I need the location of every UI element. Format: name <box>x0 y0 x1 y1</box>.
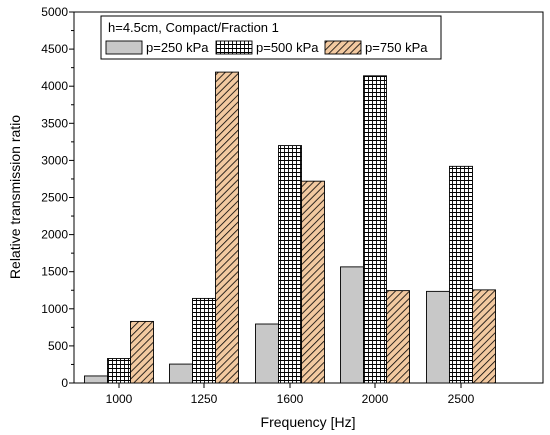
bar-p-750-kpa-1600 <box>301 180 325 384</box>
legend-title: h=4.5cm, Compact/Fraction 1 <box>108 20 279 35</box>
y-tick-label: 3500 <box>41 116 68 130</box>
bar-p-250-kpa-1250 <box>169 363 193 384</box>
bar-p-750-kpa-1000 <box>130 320 154 384</box>
x-tick-label: 2000 <box>362 392 389 406</box>
legend-items: p=250 kPa p=500 kPa p=750 kPa <box>105 40 428 55</box>
y-tick-label: 1500 <box>41 265 68 279</box>
bar-p-750-kpa-1250 <box>215 71 239 384</box>
legend-label: p=500 kPa <box>256 40 319 55</box>
legend-swatch-p-500-kpa <box>215 40 253 55</box>
x-axis-title: Frequency [Hz] <box>261 414 356 430</box>
legend-box <box>100 15 442 60</box>
bar-p-750-kpa-2000 <box>386 290 410 384</box>
legend: h=4.5cm, Compact/Fraction 1 p=250 kPa p=5… <box>100 15 442 60</box>
bar-p-750-kpa-2500 <box>472 289 496 384</box>
y-tick-label: 5000 <box>41 5 68 19</box>
legend-swatch-p-750-kpa <box>324 40 362 55</box>
x-tick-label: 1250 <box>191 392 218 406</box>
y-tick-label: 500 <box>48 339 68 353</box>
y-tick-label: 0 <box>61 376 68 390</box>
x-tick-label: 2500 <box>448 392 475 406</box>
y-tick-label: 1000 <box>41 302 68 316</box>
bar-p-500-kpa-1600 <box>278 145 302 384</box>
bar-p-500-kpa-2000 <box>363 75 387 384</box>
y-tick-label: 4000 <box>41 79 68 93</box>
y-axis-ticks: 0 500 1000 1500 2000 2500 3000 3500 4000 4500 5000 <box>41 5 74 390</box>
x-tick-label: 1000 <box>106 392 133 406</box>
bar-p-250-kpa-2500 <box>426 290 450 384</box>
legend-label: p=750 kPa <box>365 40 428 55</box>
y-tick-label: 3000 <box>41 153 68 167</box>
y-axis-title: Relative transmission ratio <box>7 115 23 279</box>
bar-p-500-kpa-2500 <box>449 165 473 384</box>
y-tick-label: 2500 <box>41 191 68 205</box>
x-tick-label: 1600 <box>277 392 304 406</box>
bar-p-250-kpa-2000 <box>340 266 364 384</box>
bar-p-250-kpa-1600 <box>255 323 279 384</box>
bar-p-500-kpa-1250 <box>192 297 216 384</box>
bar-p-250-kpa-1000 <box>84 375 108 384</box>
bars-group <box>84 71 496 384</box>
y-tick-label: 2000 <box>41 228 68 242</box>
legend-label: p=250 kPa <box>146 40 209 55</box>
bar-p-500-kpa-1000 <box>107 358 131 384</box>
x-axis-ticks: 1000 1250 1600 2000 2500 <box>106 383 475 406</box>
y-tick-label: 4500 <box>41 42 68 56</box>
legend-swatch-p-250-kpa <box>105 40 143 55</box>
